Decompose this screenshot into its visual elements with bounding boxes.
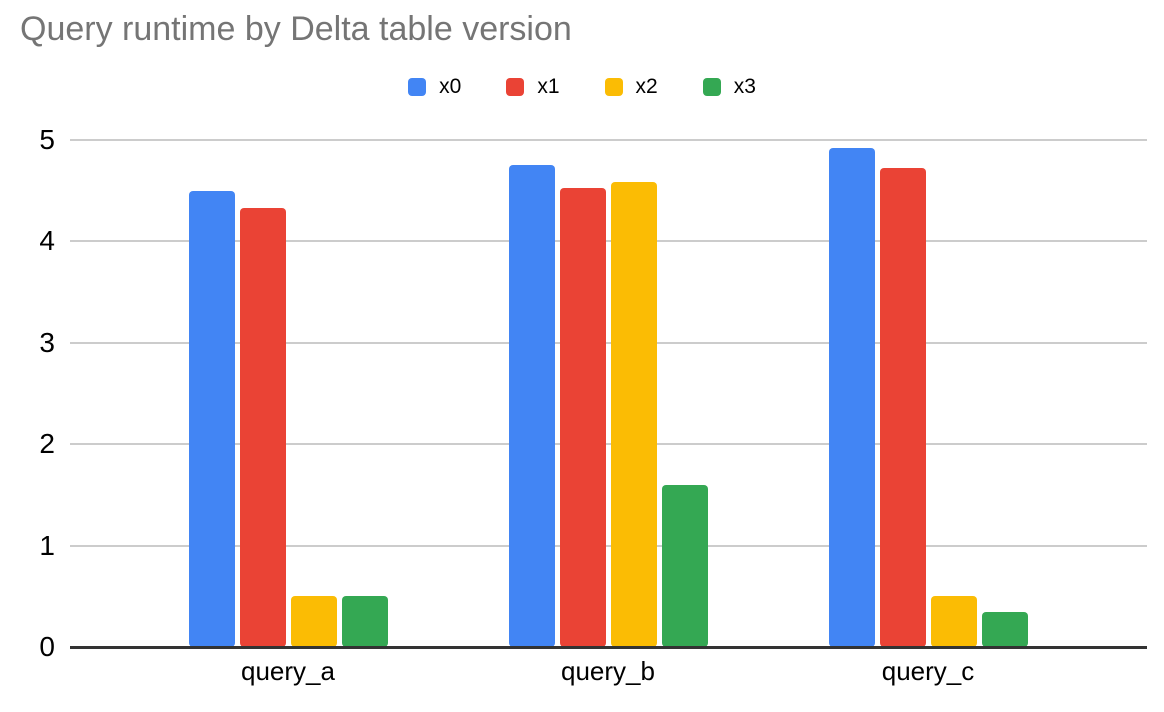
gridline-3: [70, 341, 1147, 344]
bar-query_c-x2: [930, 596, 977, 647]
legend-swatch-x3: [702, 78, 721, 96]
bar-query_a-x2: [290, 596, 337, 647]
y-axis-tick-label-5: 5: [39, 124, 55, 155]
bar-query_b-x1: [559, 187, 606, 647]
y-axis-tick-label-1: 1: [39, 529, 55, 561]
legend-item-x3: x3: [702, 75, 756, 99]
gridline-5: [70, 139, 1147, 141]
bar-query_b-x3: [661, 484, 708, 647]
legend-item-x2: x2: [604, 75, 658, 99]
bar-query_c-x1: [879, 168, 926, 647]
gridline-2: [70, 443, 1147, 446]
x-axis-label-query_a: query_a: [241, 656, 335, 686]
bar-query_c-x0: [828, 148, 875, 647]
legend: x0 x1 x2 x3: [0, 72, 1164, 102]
bar-query_c-x3: [981, 611, 1028, 647]
bar-group-query_b: [448, 140, 768, 647]
plot-area: [70, 139, 1147, 649]
gridline-4: [70, 240, 1147, 243]
legend-label: x1: [537, 75, 560, 98]
bar-query_a-x3: [341, 596, 388, 647]
legend-swatch-x0: [408, 78, 427, 96]
y-axis-tick-label-4: 4: [39, 225, 55, 257]
bars-area: [128, 140, 1088, 647]
bar-query_b-x0: [508, 165, 555, 647]
legend-label: x2: [635, 75, 658, 98]
bar-group-query_c: [768, 140, 1088, 647]
x-axis-label-query_b: query_b: [561, 656, 655, 686]
gridline-1: [70, 544, 1147, 547]
y-axis-tick-label-3: 3: [39, 326, 55, 358]
legend-item-x0: x0: [408, 75, 461, 99]
bar-query_a-x1: [239, 207, 286, 647]
legend-item-x1: x1: [506, 75, 560, 99]
legend-label: x0: [439, 75, 462, 98]
legend-label: x3: [733, 75, 756, 98]
x-axis-label-query_c: query_c: [881, 656, 975, 686]
bar-query_a-x0: [188, 190, 235, 647]
bar-group-query_a: [128, 140, 448, 647]
legend-swatch-x2: [604, 78, 623, 96]
x-axis-line: [70, 646, 1147, 649]
category-axis-labels: query_a query_b query_c: [128, 656, 1088, 687]
bar-query_b-x2: [610, 181, 657, 647]
y-axis-tick-label-0: 0: [39, 631, 55, 662]
chart-title: Query runtime by Delta table version: [20, 10, 572, 48]
y-axis-tick-label-2: 2: [39, 428, 55, 460]
legend-swatch-x1: [506, 78, 525, 96]
